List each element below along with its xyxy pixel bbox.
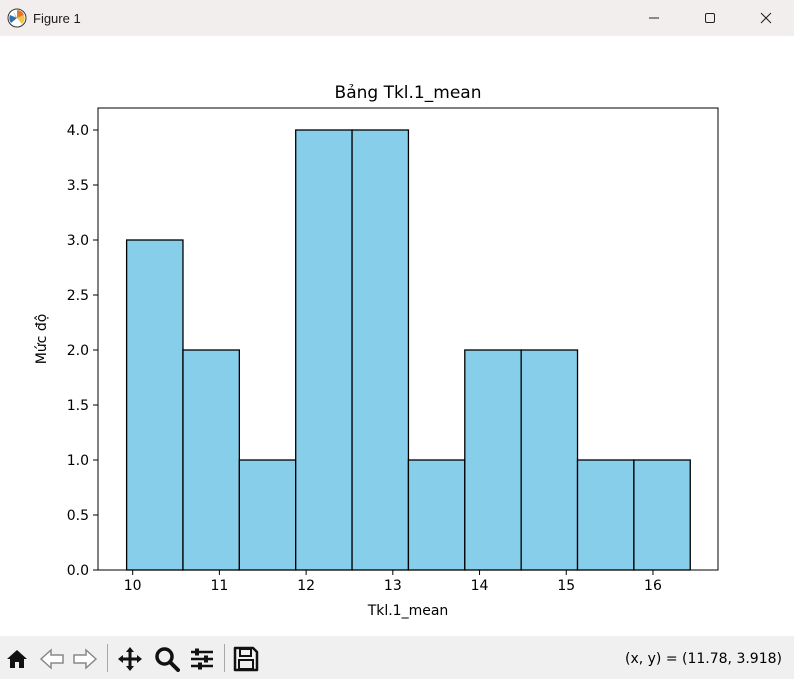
minimize-icon [649,17,659,19]
save-icon [233,646,259,672]
y-tick-label: 2.0 [67,343,89,359]
x-tick-label: 14 [471,578,489,594]
x-axis-label: Tkl.1_mean [367,603,449,619]
figure-canvas[interactable]: 10 11 12 13 14 15 16 0.0 0.5 1.0 1.5 2.0 2.5 3.0 3.5 4.… [0,36,794,636]
x-tick-label: 10 [124,578,142,594]
y-tick-label: 3.5 [67,178,89,194]
forward-icon [73,648,98,670]
window-title: Figure 1 [33,10,81,26]
forward-button[interactable] [72,646,98,672]
save-button[interactable] [233,646,259,672]
configure-subplots-button[interactable] [189,646,215,672]
close-icon [760,12,772,24]
zoom-button[interactable] [154,646,180,672]
back-icon [39,648,64,670]
histogram-bar [351,129,410,571]
y-tick-label: 0.5 [67,508,89,524]
plot-frame [97,107,719,571]
histogram-bar [125,239,184,571]
zoom-icon [155,647,180,672]
histogram-bar [464,349,522,571]
window-titlebar: Figure 1 [0,0,794,36]
toolbar-separator [107,644,108,672]
maximize-icon [705,13,715,23]
y-tick-label: 3.0 [67,233,89,249]
maximize-button[interactable] [682,0,738,36]
y-axis-label: Mức độ [34,314,50,365]
pan-button[interactable] [117,646,143,672]
toolbar-separator [224,644,225,672]
y-tick-label: 1.0 [67,453,89,469]
histogram-bar [295,129,353,571]
navigation-toolbar: (x, y) = (11.78, 3.918) [0,636,794,679]
configure-subplots-icon [191,648,213,670]
histogram-bar [407,459,466,571]
back-button[interactable] [39,646,65,672]
home-icon [7,650,27,668]
y-tick-label: 4.0 [67,123,89,139]
y-tick-label: 0.0 [67,563,89,579]
y-tick-label: 1.5 [67,398,89,414]
histogram-bar [238,459,297,571]
minimize-button[interactable] [626,0,682,36]
x-tick-label: 12 [297,578,315,594]
matplotlib-logo-icon [7,8,27,28]
cursor-coordinates: (x, y) = (11.78, 3.918) [624,651,782,667]
histogram-bar [633,459,691,571]
histogram-bar [576,459,635,571]
x-tick-label: 15 [557,578,575,594]
pan-icon [118,647,142,671]
y-tick-label: 2.5 [67,288,89,304]
x-tick-label: 11 [210,578,228,594]
histogram-chart: 10 11 12 13 14 15 16 0.0 0.5 1.0 1.5 2.0 2.5 3.0 3.5 4.… [34,83,719,619]
x-tick-label: 13 [384,578,402,594]
close-button[interactable] [738,0,794,36]
chart-title: Bảng Tkl.1_mean [335,83,482,103]
histogram-bar [182,349,240,571]
histogram-bar [520,349,579,571]
home-button[interactable] [4,646,30,672]
x-tick-label: 16 [644,578,662,594]
